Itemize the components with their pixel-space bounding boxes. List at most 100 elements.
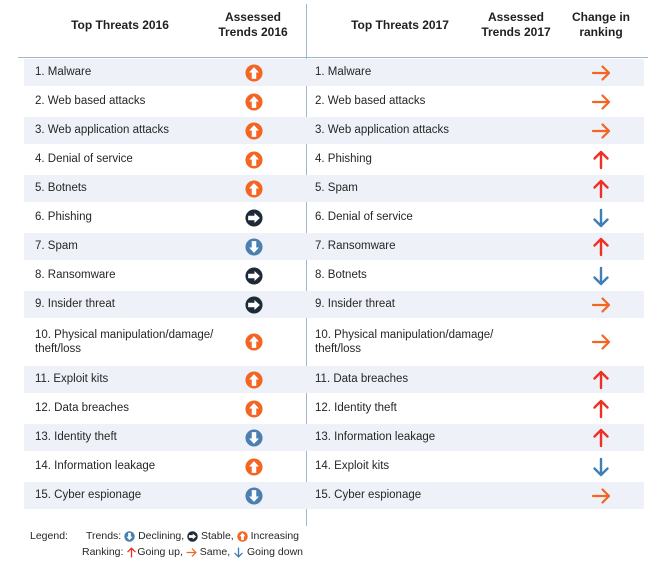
- header-line: Trends 2017: [481, 25, 551, 39]
- going-up-arrow-icon: [126, 546, 137, 558]
- table-row: 12. Data breaches 12. Identity theft: [0, 394, 664, 423]
- threat-2017: 4. Phishing: [315, 153, 372, 166]
- header-line: Trends 2016: [218, 25, 288, 39]
- threat-2016: 6. Phishing: [35, 211, 92, 224]
- header-top-threats-2016: Top Threats 2016: [71, 18, 169, 32]
- table-row: 4. Denial of service 4. Phishing: [0, 145, 664, 174]
- increasing-trend-icon: [242, 319, 266, 365]
- threat-2016: 10. Physical manipulation/damage/ theft/…: [35, 328, 214, 356]
- declining-trend-icon: [242, 423, 266, 452]
- table-row: 10. Physical manipulation/damage/ theft/…: [0, 319, 664, 365]
- threat-2017: 3. Web application attacks: [315, 124, 450, 137]
- stable-trend-icon: [242, 203, 266, 232]
- threat-2016: 3. Web application attacks: [35, 124, 170, 137]
- threat-2017: 7. Ransomware: [315, 240, 396, 253]
- ranking-up-arrow-icon: [588, 423, 614, 452]
- row-band: [24, 175, 644, 202]
- stable-trend-icon: [242, 261, 266, 290]
- header-separator: [18, 57, 648, 58]
- table-row: 9. Insider threat 9. Insider threat: [0, 290, 664, 319]
- legend-declining: Declining,: [138, 530, 185, 542]
- legend-ranking-label: Ranking:: [82, 546, 124, 558]
- ranking-same-arrow-icon: [588, 290, 614, 319]
- ranking-same-arrow-icon: [588, 481, 614, 510]
- row-band: [24, 117, 644, 144]
- table-row: 5. Botnets 5. Spam: [0, 174, 664, 203]
- threat-2017: 12. Identity theft: [315, 402, 397, 415]
- header-top-threats-2017: Top Threats 2017: [351, 18, 449, 32]
- ranking-up-arrow-icon: [588, 145, 614, 174]
- increasing-trend-icon: [242, 87, 266, 116]
- legend-increasing: Increasing: [250, 530, 300, 542]
- header-line: Assessed: [224, 10, 282, 24]
- table-row: 8. Ransomware 8. Botnets: [0, 261, 664, 290]
- header-line: Change in: [571, 10, 630, 24]
- increasing-trend-icon: [242, 174, 266, 203]
- threat-2017: 15. Cyber espionage: [315, 489, 422, 502]
- threat-2016: 7. Spam: [35, 240, 78, 253]
- table-row: 14. Information leakage 14. Exploit kits: [0, 452, 664, 481]
- increasing-trend-icon: [242, 365, 266, 394]
- threat-2017: 13. Information leakage: [315, 431, 436, 444]
- threat-2017: 10. Physical manipulation/damage/ theft/…: [315, 328, 494, 356]
- increasing-icon: [236, 530, 248, 542]
- row-band: [24, 482, 644, 509]
- row-band: [24, 233, 644, 260]
- threat-2016: 9. Insider threat: [35, 298, 115, 311]
- legend-same: Same,: [199, 546, 231, 558]
- stable-icon: [187, 530, 198, 542]
- legend-trends: Trends: Declining, Stable, Increasing: [86, 528, 299, 544]
- threat-2016: 5. Botnets: [35, 182, 87, 195]
- table-row: 11. Exploit kits 11. Data breaches: [0, 365, 664, 394]
- increasing-trend-icon: [242, 394, 266, 423]
- threat-2016: 12. Data breaches: [35, 402, 129, 415]
- legend-going-down: Going down: [246, 546, 304, 558]
- table-row: 7. Spam 7. Ransomware: [0, 232, 664, 261]
- column-separator: [306, 4, 307, 526]
- threat-2017: 14. Exploit kits: [315, 460, 390, 473]
- ranking-up-arrow-icon: [588, 232, 614, 261]
- ranking-down-arrow-icon: [588, 203, 614, 232]
- threat-2017: 8. Botnets: [315, 269, 367, 282]
- ranking-same-arrow-icon: [588, 319, 614, 365]
- declining-trend-icon: [242, 232, 266, 261]
- threat-2017: 6. Denial of service: [315, 211, 413, 224]
- threat-2017: 2. Web based attacks: [315, 95, 426, 108]
- threat-2016: 8. Ransomware: [35, 269, 116, 282]
- table-row: 3. Web application attacks 3. Web applica…: [0, 116, 664, 145]
- row-band: [24, 424, 644, 451]
- ranking-same-arrow-icon: [588, 87, 614, 116]
- ranking-up-arrow-icon: [588, 394, 614, 423]
- legend-trends-label: Trends:: [86, 530, 122, 542]
- threat-2016: 1. Malware: [35, 66, 92, 79]
- threat-2016: 11. Exploit kits: [35, 373, 109, 386]
- header-assessed-trends-2016: Assessed Trends 2016: [205, 10, 301, 40]
- ranking-up-arrow-icon: [588, 365, 614, 394]
- ranking-up-arrow-icon: [588, 174, 614, 203]
- threat-2017: 5. Spam: [315, 182, 358, 195]
- threat-2016: 4. Denial of service: [35, 153, 133, 166]
- table-row: 2. Web based attacks 2. Web based attacks: [0, 87, 664, 116]
- table-body: 1. Malware 1. Malware 2. Web based attacks…: [0, 58, 664, 510]
- threat-2016: 13. Identity theft: [35, 431, 117, 444]
- threat-2016: 2. Web based attacks: [35, 95, 146, 108]
- legend-stable: Stable,: [201, 530, 234, 542]
- increasing-trend-icon: [242, 116, 266, 145]
- threat-2016: 15. Cyber espionage: [35, 489, 142, 502]
- increasing-trend-icon: [242, 145, 266, 174]
- declining-icon: [124, 530, 135, 542]
- header-change-in-ranking: Change in ranking: [555, 10, 647, 40]
- going-down-arrow-icon: [233, 546, 244, 558]
- stable-trend-icon: [242, 290, 266, 319]
- legend-going-up: Going up,: [137, 546, 183, 558]
- ranking-same-arrow-icon: [588, 116, 614, 145]
- declining-trend-icon: [242, 481, 266, 510]
- threat-2017: 9. Insider threat: [315, 298, 395, 311]
- row-band: [24, 366, 644, 393]
- increasing-trend-icon: [242, 452, 266, 481]
- increasing-trend-icon: [242, 58, 266, 87]
- table-row: 15. Cyber espionage 15. Cyber espionage: [0, 481, 664, 510]
- threat-2017: 11. Data breaches: [315, 373, 409, 386]
- header-assessed-trends-2017: Assessed Trends 2017: [468, 10, 564, 40]
